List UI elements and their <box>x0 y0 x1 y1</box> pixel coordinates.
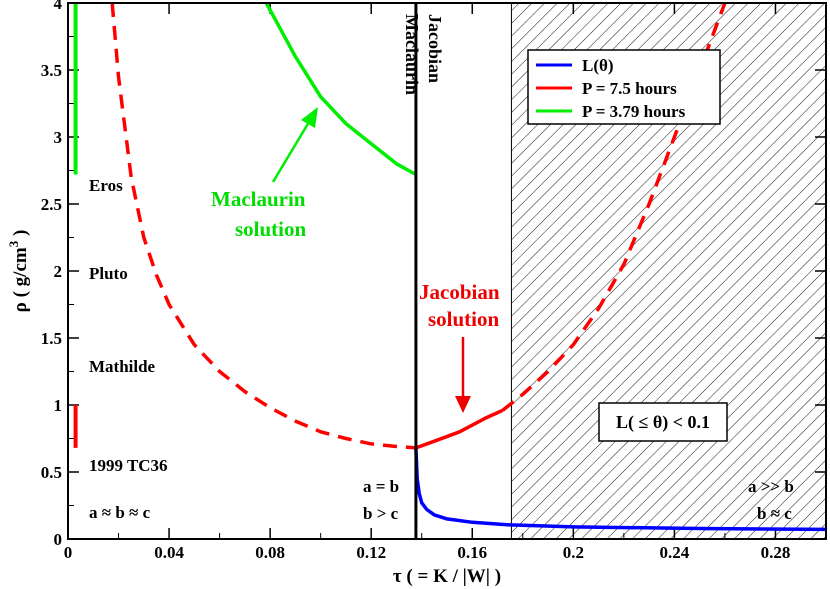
x-tick-label: 0 <box>64 543 73 562</box>
series-line-2 <box>415 408 504 450</box>
maclaurin-region-label: Maclaurin <box>402 14 422 95</box>
y-axis-title-main: ρ ( g/cm <box>10 247 31 312</box>
b-approx-c-label: b ≈ c <box>757 504 792 523</box>
x-tick-label: 0.04 <box>154 543 184 562</box>
tc36-label: 1999 TC36 <box>89 456 168 475</box>
y-axis-title-tail: ) <box>10 230 31 241</box>
eros-label: Eros <box>89 176 123 195</box>
maclaurin-arrow-shaft <box>271 116 314 183</box>
y-tick-label: 1 <box>54 396 63 415</box>
a-eq-b-label: a = b <box>363 477 399 496</box>
mathilde-label: Mathilde <box>89 357 156 376</box>
y-tick-label: 2 <box>54 262 63 281</box>
maclaurin-solution-label-line2: solution <box>235 217 307 241</box>
legend-label: P = 7.5 hours <box>582 79 677 98</box>
maclaurin-solution-label: Maclaurin <box>211 187 306 211</box>
y-tick-label: 4 <box>54 0 63 13</box>
maclaurin-arrow-head <box>301 107 318 128</box>
a-gg-b-label: a >> b <box>748 477 794 496</box>
y-axis-title-sup: 3 <box>6 240 21 247</box>
x-tick-label: 0.16 <box>457 543 487 562</box>
y-tick-label: 2.5 <box>41 195 62 214</box>
legend: L(θ) P = 7.5 hours P = 3.79 hours <box>527 49 721 125</box>
jacobian-region-label: Jacobian <box>425 14 445 83</box>
plot-frame <box>67 2 827 540</box>
hatched-region-label-box <box>598 402 728 442</box>
jacobian-arrow-head <box>455 396 471 413</box>
hatched-region-label: L( ≤ θ) < 0.1 <box>616 412 710 433</box>
b-gt-c-label: b > c <box>363 504 399 523</box>
y-axis-title: ρ ( g/cm3 ) <box>6 230 31 313</box>
jacobian-solution-label: Jacobian <box>419 280 500 304</box>
y-tick-label: 0 <box>54 530 63 549</box>
y-axis: 0 0.5 1 1.5 2 2.5 3 3.5 4 <box>41 0 826 549</box>
x-tick-label: 0.2 <box>563 543 584 562</box>
y-tick-label: 3 <box>54 128 63 147</box>
legend-label: P = 3.79 hours <box>582 102 686 121</box>
series-line-3 <box>501 3 727 412</box>
y-tick-label: 1.5 <box>41 329 62 348</box>
x-tick-label: 0.12 <box>356 543 386 562</box>
x-tick-label: 0.08 <box>255 543 285 562</box>
y-tick-label: 3.5 <box>41 61 62 80</box>
x-axis-title: τ ( = K / |W| ) <box>393 566 501 587</box>
x-axis: 0 0.04 0.08 0.12 0.16 0.2 0.24 0.28 <box>64 3 791 562</box>
y-tick-label: 0.5 <box>41 463 62 482</box>
pluto-label: Pluto <box>89 264 128 283</box>
legend-label: L(θ) <box>582 56 614 75</box>
series-line-4 <box>264 3 417 177</box>
series-line-0 <box>414 447 826 532</box>
jacobian-solution-label-line2: solution <box>428 307 500 331</box>
series-lines <box>110 3 826 532</box>
x-tick-label: 0.24 <box>660 543 690 562</box>
x-tick-label: 0.28 <box>761 543 791 562</box>
abc-equal-label: a ≈ b ≈ c <box>89 503 151 522</box>
